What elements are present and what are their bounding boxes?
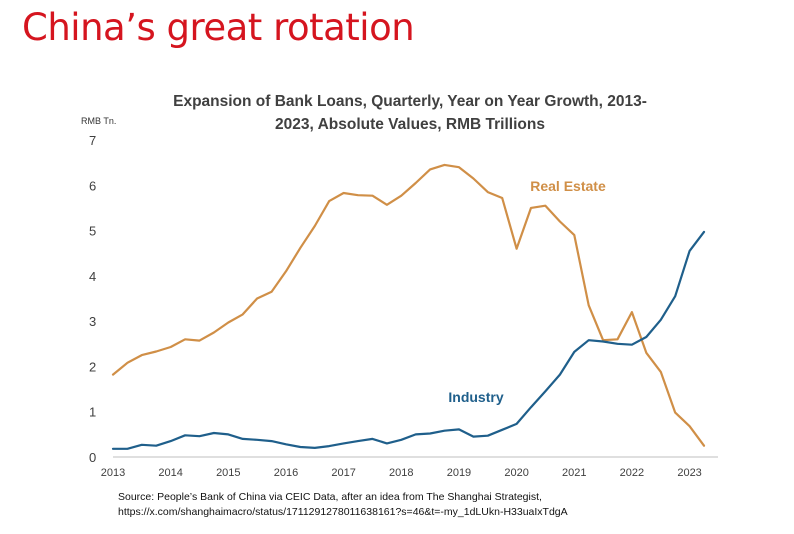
series-label-industry: Industry xyxy=(448,389,503,405)
series-line-industry xyxy=(111,230,706,450)
x-tick-label: 2019 xyxy=(447,467,471,479)
series-line-real-estate xyxy=(111,163,706,447)
x-tick-label: 2015 xyxy=(216,467,240,479)
x-tick-label: 2013 xyxy=(101,467,125,479)
x-tick-label: 2016 xyxy=(274,467,298,479)
y-tick-label: 3 xyxy=(89,314,96,329)
chart-title: Expansion of Bank Loans, Quarterly, Year… xyxy=(130,90,690,136)
y-tick-label: 6 xyxy=(89,178,96,193)
x-tick-label: 2021 xyxy=(562,467,586,479)
y-tick-label: 1 xyxy=(89,405,96,420)
series-label-real-estate: Real Estate xyxy=(530,178,606,194)
x-tick-label: 2022 xyxy=(620,467,644,479)
x-tick-label: 2018 xyxy=(389,467,413,479)
series-lines xyxy=(111,163,706,450)
x-tick-label: 2017 xyxy=(331,467,355,479)
y-tick-label: 2 xyxy=(89,359,96,374)
x-axis: 2013 2014 2015 2016 2017 2018 2019 2020 2021 2022… xyxy=(101,467,702,479)
source-line-1: Source: People’s Bank of China via CEIC … xyxy=(118,491,542,503)
x-tick-label: 2014 xyxy=(158,467,182,479)
y-tick-label: 4 xyxy=(89,269,96,284)
y-tick-label: 0 xyxy=(89,450,96,465)
source-note: Source: People’s Bank of China via CEIC … xyxy=(118,490,568,520)
y-axis-unit-label: RMB Tn. xyxy=(81,116,117,126)
x-tick-label: 2023 xyxy=(677,467,701,479)
y-axis: 0 1 2 3 4 5 6 7 xyxy=(89,133,96,465)
chart-title-line-1: Expansion of Bank Loans, Quarterly, Year… xyxy=(173,93,647,110)
x-tick-label: 2020 xyxy=(504,467,528,479)
headline: China’s great rotation xyxy=(22,6,415,49)
y-tick-label: 5 xyxy=(89,224,96,239)
source-line-2: https://x.com/shanghaimacro/status/17112… xyxy=(118,506,568,518)
y-tick-label: 7 xyxy=(89,133,96,148)
series-labels: Real Estate Industry xyxy=(448,178,606,405)
chart-title-line-2: 2023, Absolute Values, RMB Trillions xyxy=(275,116,545,133)
